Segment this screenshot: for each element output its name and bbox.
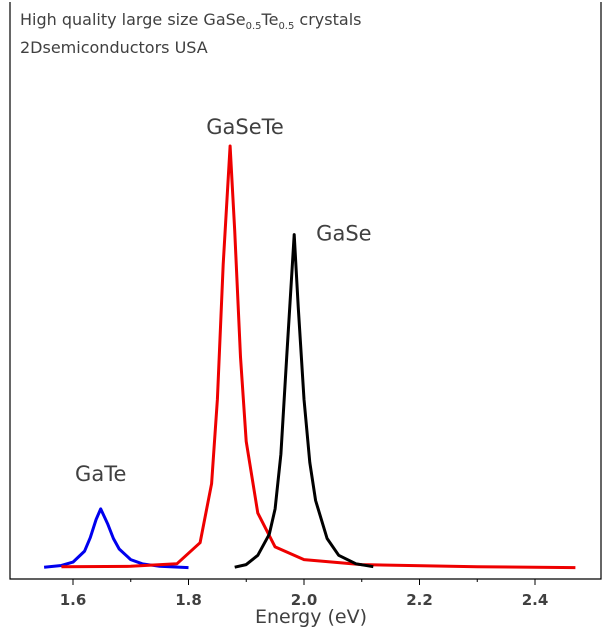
x-tick-label: 2.2 xyxy=(406,591,433,609)
chart-subtitle: 2Dsemiconductors USA xyxy=(20,38,208,57)
plot-frame xyxy=(9,2,602,580)
series-line-gase xyxy=(234,233,374,569)
x-tick-label: 2.4 xyxy=(522,591,549,609)
x-axis-ticks: 1.6 1.8 2.0 2.2 2.4 xyxy=(60,579,549,609)
series-labels: GaTe GaSeTe GaSe xyxy=(75,115,372,486)
plot-border xyxy=(9,2,602,580)
series-line-gate xyxy=(43,507,189,570)
x-tick-label: 1.6 xyxy=(60,591,87,609)
chart-title: High quality large size GaSe0.5Te0.5 cry… xyxy=(20,10,362,33)
series-line-gasete xyxy=(61,144,576,570)
series-label-gasete: GaSeTe xyxy=(206,115,284,139)
x-axis-label: Energy (eV) xyxy=(255,606,367,628)
x-tick-label: 1.8 xyxy=(175,591,202,609)
series-label-gate: GaTe xyxy=(75,462,126,486)
series-lines xyxy=(43,144,576,570)
series-label-gase: GaSe xyxy=(316,222,371,246)
x-tick-label: 2.0 xyxy=(291,591,318,609)
